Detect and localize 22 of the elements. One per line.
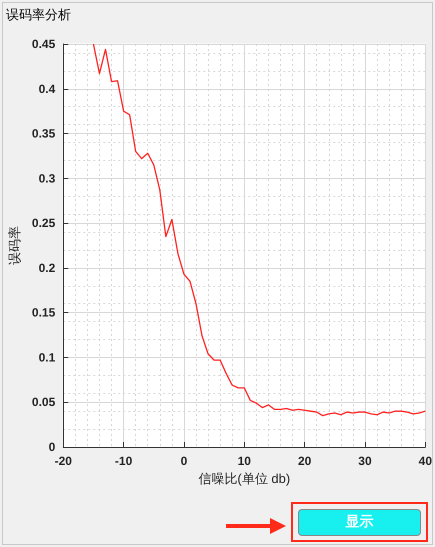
x-tick-label: 10 — [238, 454, 252, 468]
x-tick-label: -20 — [54, 454, 72, 468]
x-tick-label: -10 — [114, 454, 133, 468]
y-tick-label: 0.15 — [32, 306, 56, 320]
line-series — [92, 43, 426, 416]
x-axis-title: 信噪比(单位 db) — [198, 470, 290, 486]
y-axis-title: 误码率 — [7, 226, 22, 265]
chart-title: 误码率分析 — [6, 7, 71, 24]
y-tick-label: 0 — [48, 440, 56, 454]
x-tick-label: 0 — [180, 454, 188, 468]
y-tick-label: 0.4 — [38, 82, 56, 96]
x-tick-label: 20 — [298, 454, 312, 468]
y-tick-label: 0.35 — [32, 126, 56, 141]
y-tick-label: 0.3 — [38, 171, 56, 186]
y-tick-label: 0.45 — [32, 37, 56, 51]
y-tick-label: 0.1 — [38, 350, 56, 364]
text: 显示 — [298, 509, 421, 536]
y-tick-label: 0.2 — [38, 260, 56, 275]
y-tick-label: 0.05 — [32, 395, 56, 410]
x-tick-label: 30 — [358, 454, 372, 468]
x-tick-label: 40 — [418, 454, 432, 468]
y-tick-label: 0.25 — [32, 216, 56, 230]
